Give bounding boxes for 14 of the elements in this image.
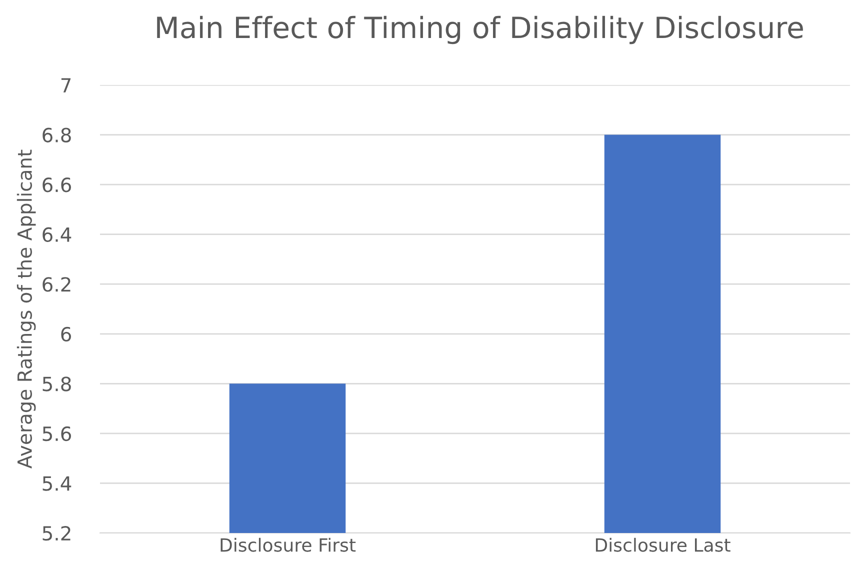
x-tick-label: Disclosure Last <box>596 538 730 552</box>
chart-title: Main Effect of Timing of Disability Disclosure <box>157 16 803 44</box>
y-tick-label: 5.2 <box>42 526 70 541</box>
y-tick-label: 5.8 <box>42 376 71 392</box>
y-tick-label: 6 <box>61 326 71 342</box>
y-tick-label: 6.2 <box>42 277 70 292</box>
y-tick-label: 6.4 <box>42 227 72 242</box>
y-tick-label: 5.4 <box>42 476 72 491</box>
y-tick-label: 7 <box>61 78 71 92</box>
y-tick-label: 6.8 <box>42 128 71 142</box>
y-tick-label: 5.6 <box>42 426 71 442</box>
x-tick-label: Disclosure First <box>220 538 356 552</box>
y-tick-label: 6.6 <box>42 178 71 192</box>
y-axis-title: Average Ratings of the Applicant <box>16 150 36 469</box>
